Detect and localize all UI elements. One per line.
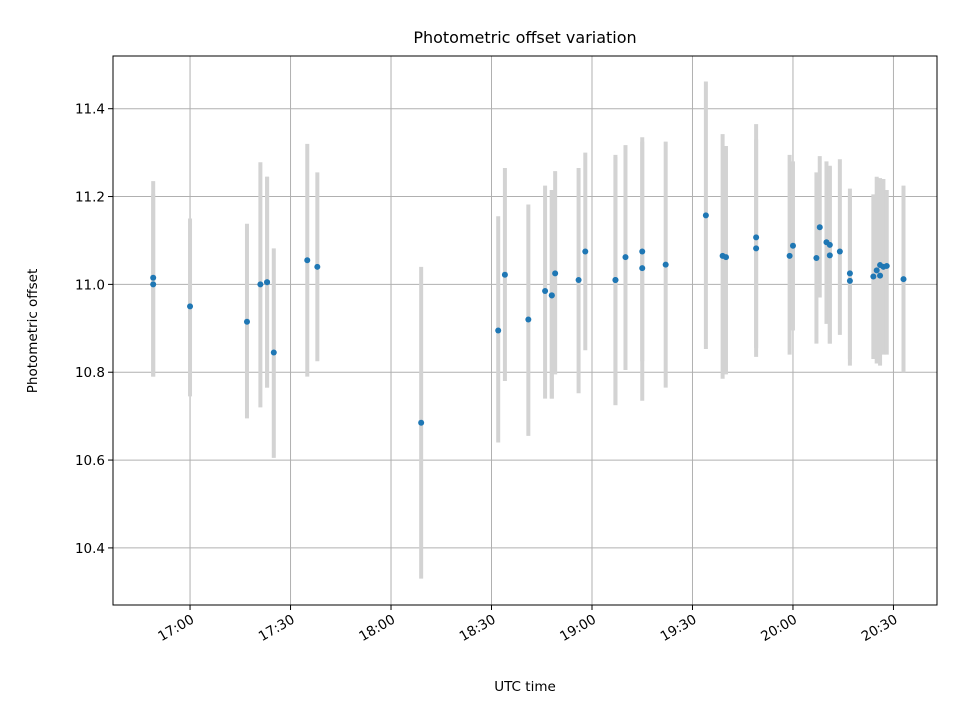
y-tick-label: 10.6 bbox=[75, 453, 105, 469]
data-point bbox=[883, 262, 890, 269]
y-tick-label: 11.2 bbox=[75, 190, 105, 206]
plot-frame bbox=[112, 55, 938, 606]
data-point bbox=[826, 241, 833, 248]
data-point bbox=[150, 281, 157, 288]
data-point bbox=[548, 292, 555, 299]
data-point bbox=[575, 276, 582, 283]
data-point bbox=[846, 277, 853, 284]
data-point bbox=[877, 272, 884, 279]
data-point bbox=[816, 224, 823, 231]
data-point bbox=[257, 281, 264, 288]
y-tick-label: 11.0 bbox=[75, 277, 105, 293]
data-point bbox=[501, 271, 508, 278]
data-point bbox=[836, 248, 843, 255]
y-tick-label: 11.4 bbox=[75, 102, 105, 118]
data-point bbox=[662, 261, 669, 268]
data-point bbox=[314, 263, 321, 270]
data-point bbox=[612, 276, 619, 283]
grid bbox=[113, 56, 937, 605]
data-point bbox=[187, 303, 194, 310]
data-point bbox=[753, 234, 760, 241]
data-point bbox=[264, 279, 271, 286]
data-point bbox=[243, 318, 250, 325]
data-point bbox=[639, 248, 646, 255]
y-axis-label: Photometric offset bbox=[25, 269, 41, 393]
y-axis-ticks: 10.4 10.6 10.8 11.0 11.2 11.4 bbox=[75, 102, 113, 557]
data-point bbox=[639, 265, 646, 272]
y-tick-label: 10.4 bbox=[75, 541, 105, 557]
data-point bbox=[495, 327, 502, 334]
y-tick-label: 10.8 bbox=[75, 365, 105, 381]
data-point bbox=[900, 276, 907, 283]
data-point bbox=[870, 273, 877, 280]
data-point bbox=[150, 274, 157, 281]
data-point bbox=[753, 245, 760, 252]
data-point bbox=[846, 270, 853, 277]
data-point bbox=[552, 270, 559, 277]
data-point bbox=[418, 419, 425, 426]
data-point bbox=[304, 257, 311, 264]
data-point bbox=[525, 316, 532, 323]
data-point bbox=[873, 267, 880, 274]
data-point bbox=[622, 254, 629, 261]
data-point bbox=[813, 255, 820, 262]
data-point bbox=[789, 242, 796, 249]
data-point bbox=[702, 212, 709, 219]
data-point bbox=[722, 254, 729, 261]
plot-area-background bbox=[113, 56, 937, 605]
x-axis-label: UTC time bbox=[494, 679, 556, 695]
data-point bbox=[270, 349, 277, 356]
data-point bbox=[826, 252, 833, 259]
data-point bbox=[786, 252, 793, 259]
chart-title: Photometric offset variation bbox=[413, 28, 636, 47]
data-point bbox=[582, 248, 589, 255]
data-point bbox=[542, 287, 549, 294]
data-points bbox=[150, 212, 907, 426]
